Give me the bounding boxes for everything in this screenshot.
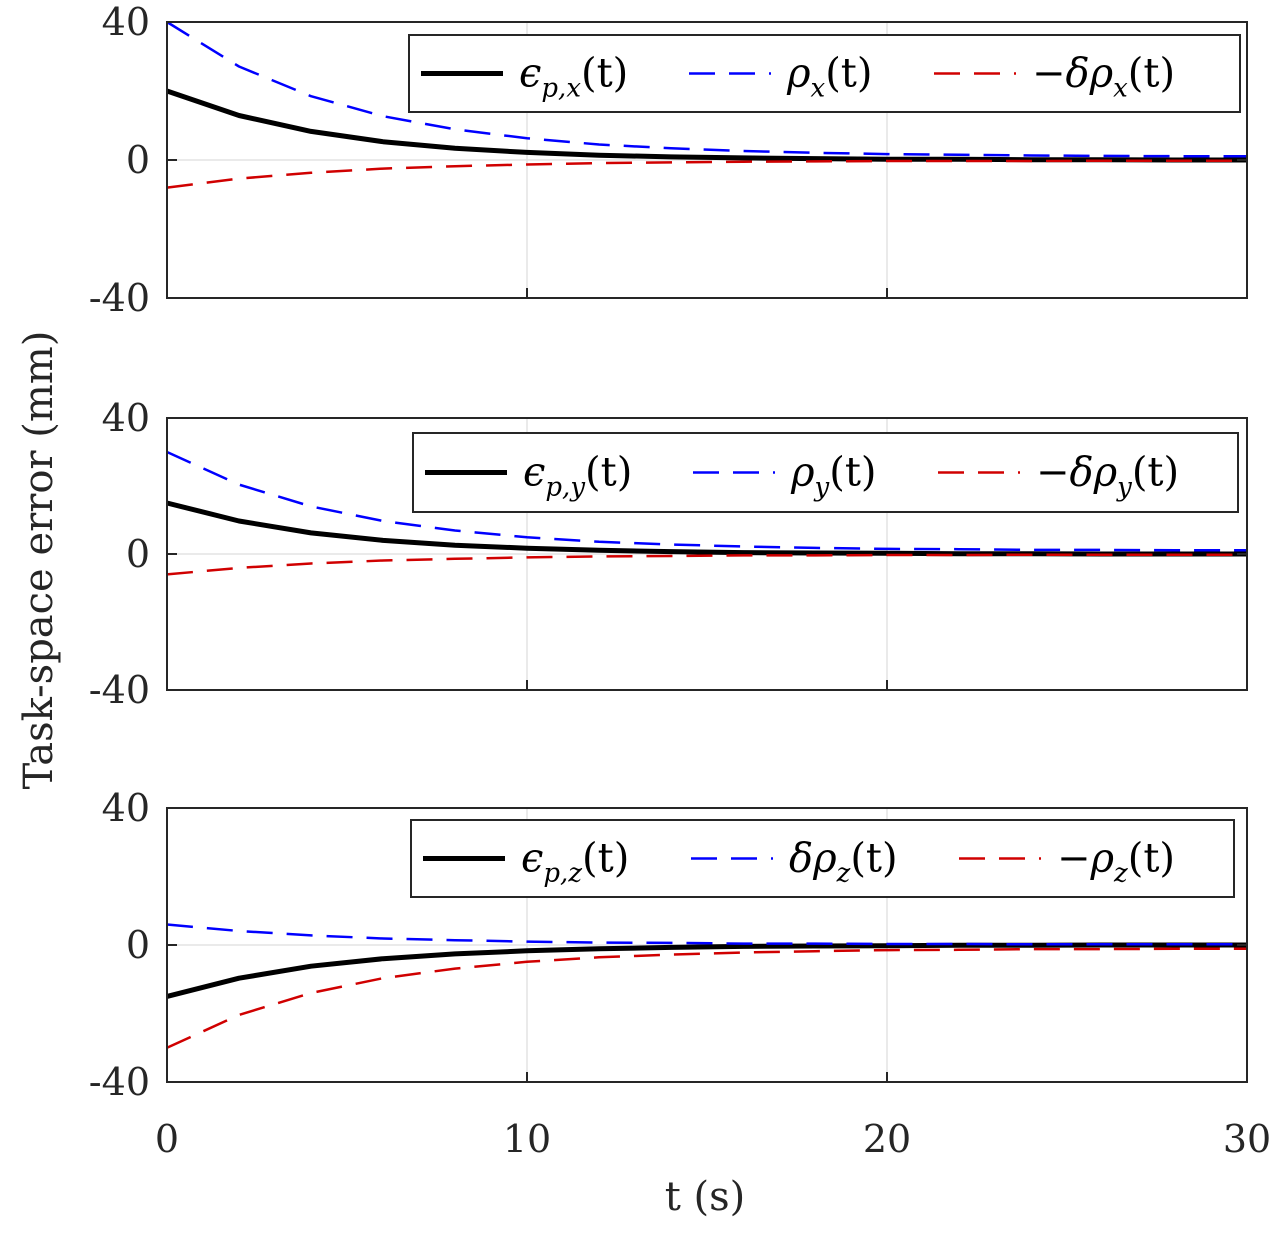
y-tick-label: 0 bbox=[126, 138, 150, 182]
legend-entry-2: ρy(t) bbox=[790, 450, 877, 503]
legend-symbol: ρ bbox=[790, 450, 815, 496]
legend: ϵp,y(t) ρy(t) −δρy(t) bbox=[412, 432, 1239, 513]
legend-subscript: z bbox=[1113, 859, 1128, 889]
legend: ϵp,z(t) δρz(t) −ρz(t) bbox=[410, 819, 1235, 898]
legend-argument: (t) bbox=[1128, 51, 1175, 97]
legend-argument: (t) bbox=[1128, 836, 1175, 882]
legend-subscript: y bbox=[1116, 473, 1132, 503]
legend-box bbox=[408, 34, 1241, 113]
legend-box bbox=[412, 432, 1239, 513]
series-line-3 bbox=[166, 159, 1247, 189]
y-tick-label: 40 bbox=[102, 396, 150, 440]
legend-entry-3: −δρx(t) bbox=[1032, 51, 1175, 104]
legend-subscript: y bbox=[814, 473, 830, 503]
y-tick-label: 40 bbox=[102, 786, 150, 830]
legend-symbol: ρ bbox=[786, 51, 811, 97]
x-tick-label: 10 bbox=[503, 1117, 551, 1161]
legend-argument: (t) bbox=[825, 51, 872, 97]
legend-subscript: p,y bbox=[545, 473, 585, 503]
y-axis-label: Task-space error (mm) bbox=[16, 331, 62, 790]
legend-subscript: z bbox=[836, 859, 851, 889]
legend-argument: (t) bbox=[829, 450, 876, 496]
y-tick-label: 0 bbox=[126, 532, 150, 576]
legend-entry-3: −δρy(t) bbox=[1036, 450, 1179, 503]
legend-argument: (t) bbox=[850, 836, 897, 882]
series-line-2 bbox=[166, 923, 1247, 946]
legend-entry-1: ϵp,x(t) bbox=[519, 51, 628, 104]
y-tick-label: -40 bbox=[89, 668, 150, 712]
legend: ϵp,x(t) ρx(t) −δρx(t) bbox=[408, 34, 1241, 113]
x-tick-label: 0 bbox=[155, 1117, 179, 1161]
legend-entry-1: ϵp,y(t) bbox=[523, 450, 632, 503]
legend-symbol: ϵ bbox=[523, 450, 545, 496]
series-line-3 bbox=[166, 553, 1247, 576]
legend-symbol: −δρ bbox=[1032, 51, 1114, 97]
legend-argument: (t) bbox=[581, 51, 628, 97]
legend-symbol: −ρ bbox=[1057, 836, 1115, 882]
y-tick-label: 0 bbox=[126, 923, 150, 967]
x-tick-label: 30 bbox=[1223, 1117, 1271, 1161]
x-tick-label: 20 bbox=[863, 1117, 911, 1161]
legend-entry-2: ρx(t) bbox=[786, 51, 872, 104]
legend-symbol: δρ bbox=[789, 836, 837, 882]
legend-entry-3: −ρz(t) bbox=[1057, 836, 1175, 889]
legend-argument: (t) bbox=[582, 836, 629, 882]
legend-argument: (t) bbox=[1132, 450, 1179, 496]
legend-symbol: −δρ bbox=[1036, 450, 1118, 496]
legend-box bbox=[410, 819, 1235, 898]
x-axis-label-text: t (s) bbox=[665, 1174, 746, 1220]
legend-entry-1: ϵp,z(t) bbox=[521, 836, 629, 889]
legend-subscript: p,z bbox=[543, 859, 582, 889]
legend-symbol: ϵ bbox=[521, 836, 543, 882]
legend-subscript: x bbox=[811, 74, 826, 104]
legend-subscript: p,x bbox=[541, 74, 581, 104]
series-line-2 bbox=[166, 20, 1247, 158]
y-tick-label: -40 bbox=[89, 1060, 150, 1104]
legend-subscript: x bbox=[1113, 74, 1128, 104]
legend-argument: (t) bbox=[585, 450, 632, 496]
y-tick-label: 40 bbox=[102, 0, 150, 44]
legend-symbol: ϵ bbox=[519, 51, 541, 97]
x-axis-label: t (s) bbox=[665, 1174, 746, 1220]
legend-entry-2: δρz(t) bbox=[789, 836, 898, 889]
y-tick-label: -40 bbox=[89, 276, 150, 320]
